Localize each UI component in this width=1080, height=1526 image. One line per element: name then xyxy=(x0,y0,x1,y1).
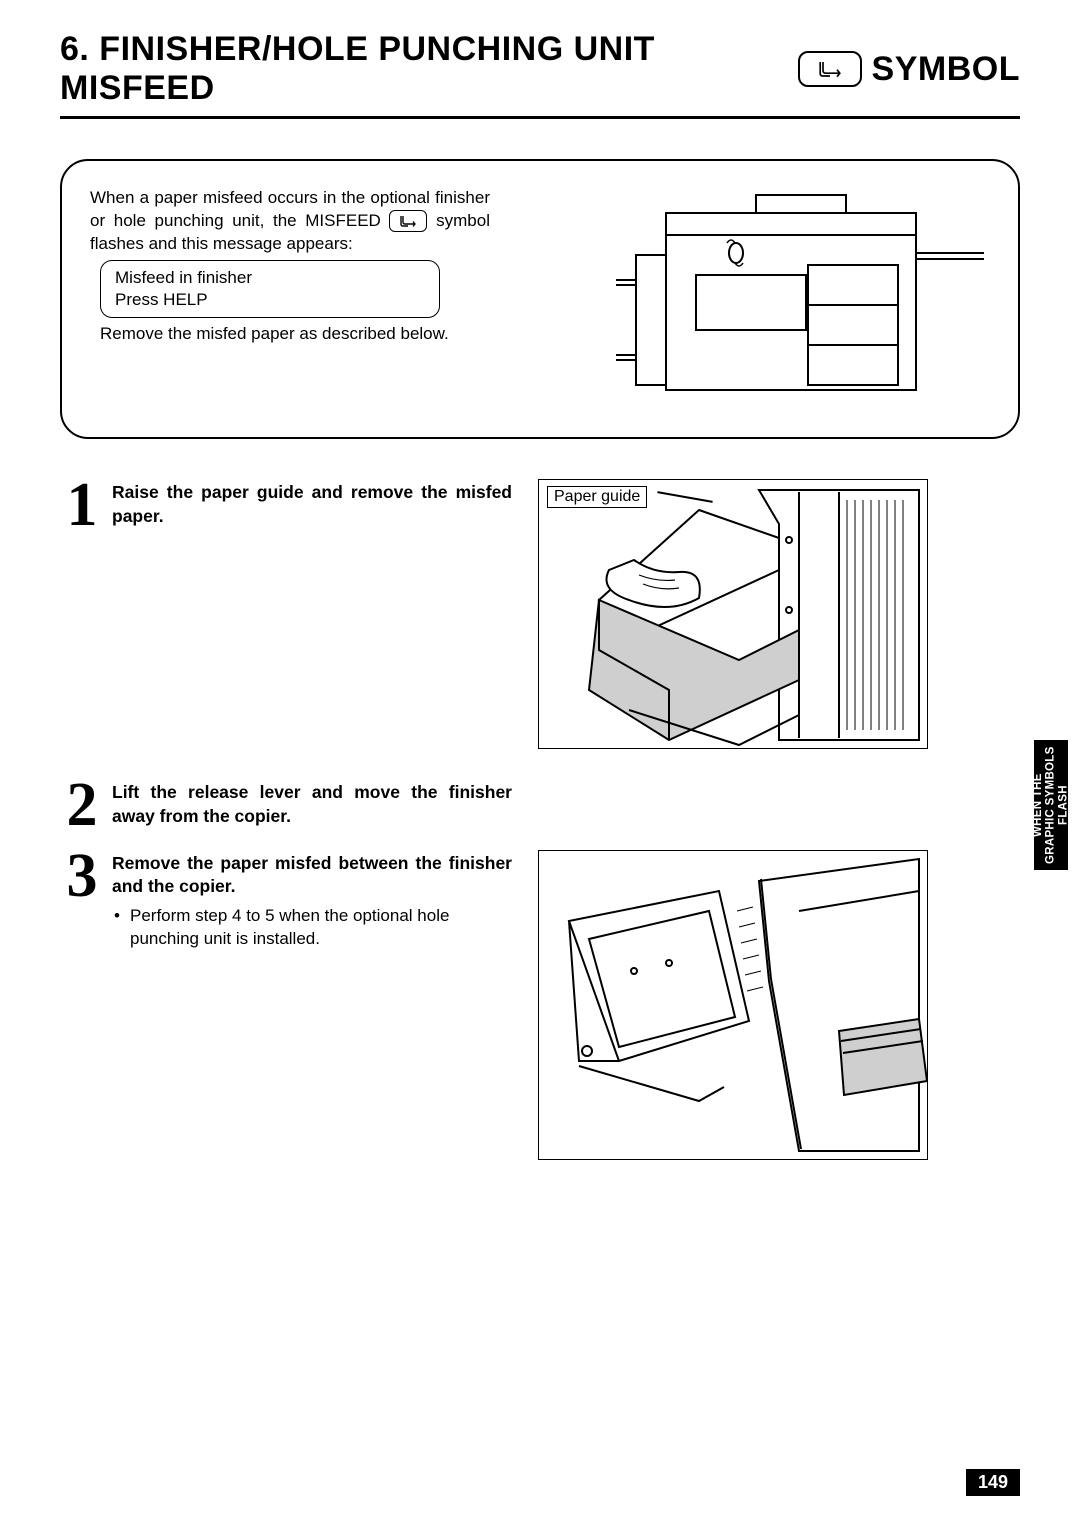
intro-line1: When a paper misfeed occurs in the optio… xyxy=(90,188,490,230)
step-2: 2 Lift the release lever and move the fi… xyxy=(60,779,1020,832)
step-heading: Lift the release lever and move the fini… xyxy=(112,781,512,828)
section-tab: WHEN THE GRAPHIC SYMBOLS FLASH xyxy=(1034,740,1068,870)
page-title-row: 6. FINISHER/HOLE PUNCHING UNIT MISFEED S… xyxy=(60,30,1020,108)
paper-guide-callout: Paper guide xyxy=(547,486,647,508)
page-root: 6. FINISHER/HOLE PUNCHING UNIT MISFEED S… xyxy=(0,0,1080,1526)
message-box: Misfeed in finisher Press HELP xyxy=(100,260,440,318)
misfeed-symbol-icon-small xyxy=(389,210,427,232)
step-bullet: Perform step 4 to 5 when the optional ho… xyxy=(112,905,512,951)
step-body: Lift the release lever and move the fini… xyxy=(112,779,512,832)
step-1: 1 Raise the paper guide and remove the m… xyxy=(60,479,1020,749)
intro-region: When a paper misfeed occurs in the optio… xyxy=(60,159,1020,439)
step1-figure: Paper guide xyxy=(538,479,928,749)
misfeed-symbol-icon xyxy=(798,51,862,87)
step-number: 1 xyxy=(60,479,104,749)
finisher-open-diagram-icon xyxy=(539,480,929,750)
step-3: 3 Remove the paper misfed between the fi… xyxy=(60,850,1020,1160)
step-number: 3 xyxy=(60,850,104,1160)
finisher-separated-diagram-icon xyxy=(539,851,929,1161)
intro-box: When a paper misfeed occurs in the optio… xyxy=(60,159,1020,439)
message-line1: Misfeed in finisher xyxy=(115,267,425,289)
copier-diagram-icon xyxy=(596,185,996,395)
title-rule xyxy=(60,116,1020,119)
step-body: Raise the paper guide and remove the mis… xyxy=(112,479,512,749)
step3-figure xyxy=(538,850,928,1160)
page-title-suffix: SYMBOL xyxy=(872,50,1020,89)
step-heading: Raise the paper guide and remove the mis… xyxy=(112,481,512,528)
intro-text-block: When a paper misfeed occurs in the optio… xyxy=(90,187,490,256)
page-title-prefix: 6. FINISHER/HOLE PUNCHING UNIT MISFEED xyxy=(60,30,788,108)
message-line2: Press HELP xyxy=(115,289,425,311)
step-heading: Remove the paper misfed between the fini… xyxy=(112,852,512,899)
step-number: 2 xyxy=(60,779,104,832)
step-body: Remove the paper misfed between the fini… xyxy=(112,850,512,1160)
page-number: 149 xyxy=(966,1469,1020,1496)
